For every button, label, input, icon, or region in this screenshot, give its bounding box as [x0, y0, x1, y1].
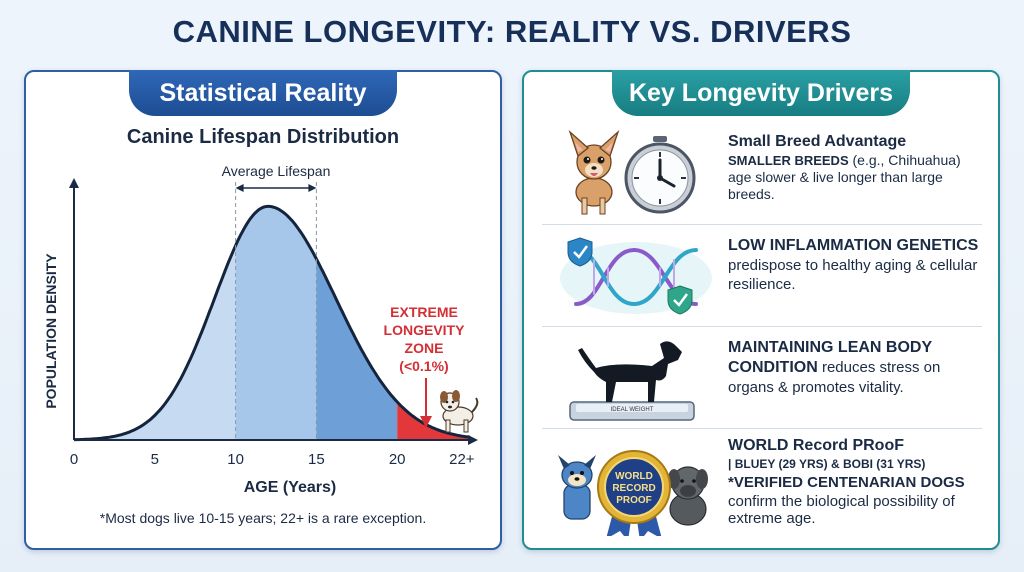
badge-line2: RECORD	[612, 483, 655, 494]
extreme-zone-label-line4: (<0.1%)	[399, 358, 448, 374]
average-arrow-head-left	[235, 184, 244, 192]
driver-art-genetics	[560, 237, 712, 315]
extreme-zone-label-line1: EXTREME	[390, 304, 458, 320]
x-tick-label: 5	[151, 451, 159, 468]
x-tick-label: 0	[70, 451, 78, 468]
driver-body: CONDITION reduces stress on organs & pro…	[728, 358, 990, 397]
area-below-average	[74, 245, 236, 440]
x-axis-label: AGE (Years)	[244, 479, 336, 496]
driver-world-record: WORLD RECORD PROOF WORLD Record PRooF | …	[542, 432, 982, 536]
chart-title: Canine Lifespan Distribution	[126, 126, 400, 148]
driver-art-world-record: WORLD RECORD PROOF	[558, 450, 708, 536]
driver-heading: MAINTAINING LEAN BODY	[728, 339, 933, 356]
chart-footnote: *Most dogs live 10-15 years; 22+ is a ra…	[99, 510, 427, 526]
x-tick-label: 20	[389, 451, 406, 468]
clock-icon	[624, 136, 696, 214]
driver-small-breed: Small Breed Advantage SMALLER BREEDS (e.…	[542, 124, 982, 220]
panel-header-key-longevity-drivers: Key Longevity Drivers	[612, 70, 910, 116]
driver-heading-line2: CONDITION	[728, 359, 818, 376]
extreme-zone-label-line2: LONGEVITY	[384, 322, 466, 338]
driver-body: SMALLER BREEDS (e.g., Chihuahua) age slo…	[728, 152, 990, 203]
driver-body-text: confirm the biological possibility of ex…	[728, 493, 955, 527]
area-extreme-longevity	[397, 401, 472, 440]
average-lifespan-label: Average Lifespan	[222, 163, 331, 179]
driver-bold-lead: SMALLER BREEDS	[728, 153, 849, 168]
medal-icon: WORLD RECORD PROOF	[597, 450, 671, 536]
driver-separator	[542, 326, 982, 327]
driver-bold-line: *VERIFIED CENTENARIAN DOGS	[728, 474, 965, 491]
driver-text-genetics: LOW INFLAMMATION GENETICS predispose to …	[728, 236, 990, 294]
chihuahua-icon	[568, 130, 620, 215]
driver-body-text: age slower & live longer than large bree…	[728, 169, 943, 202]
cartoon-dog-icon	[558, 455, 596, 520]
lifespan-distribution-chart: Average Lifespan 0 5 10 15 20 22+ POPULATION …	[43, 163, 479, 496]
driver-heading: WORLD Record PRooF	[728, 437, 904, 454]
x-tick-label: 10	[227, 451, 244, 468]
driver-lean-body: IDEAL WEIGHT MAINTAINING LEAN BODY CONDI…	[542, 330, 982, 426]
extreme-zone-label-line3: ZONE	[405, 340, 444, 356]
badge-line3: PROOF	[616, 495, 652, 506]
driver-lead-suffix: (e.g., Chihuahua)	[848, 152, 961, 168]
y-axis-label: POPULATION DENSITY	[43, 253, 59, 409]
distribution-curve	[73, 204, 471, 442]
scale-icon: IDEAL WEIGHT	[569, 401, 695, 421]
driver-art-lean-body: IDEAL WEIGHT	[569, 341, 695, 421]
scale-label: IDEAL WEIGHT	[611, 407, 654, 413]
y-axis-arrow	[69, 178, 79, 188]
driver-separator	[542, 428, 982, 429]
driver-text-lean-body: MAINTAINING LEAN BODY CONDITION reduces …	[728, 338, 990, 397]
driver-heading: Small Breed Advantage	[728, 133, 907, 150]
key-longevity-drivers-panel: Key Longevity Drivers	[522, 70, 1000, 550]
mastiff-icon	[668, 466, 708, 526]
main-title: CANINE LONGEVITY: REALITY VS. DRIVERS	[172, 14, 852, 49]
driver-separator	[542, 224, 982, 225]
badge-line1: WORLD	[615, 471, 653, 482]
driver-low-inflammation: LOW INFLAMMATION GENETICS predispose to …	[542, 228, 982, 324]
driver-text-world-record: WORLD Record PRooF | BLUEY (29 YRS) & BO…	[728, 436, 990, 527]
terrier-dog-icon	[440, 390, 479, 433]
x-axis-arrow	[468, 435, 478, 445]
driver-body-text: reduces stress on organs & promotes vita…	[728, 359, 941, 396]
area-average-lifespan	[235, 206, 317, 440]
driver-body-text: predispose to healthy aging & cellular r…	[728, 257, 978, 293]
area-above-average	[316, 259, 398, 440]
panel-header-statistical-reality: Statistical Reality	[129, 70, 397, 116]
average-arrow-head-right	[308, 184, 317, 192]
x-tick-label: 22+	[449, 451, 475, 468]
shield-check-icon-2	[667, 285, 693, 315]
driver-record-line: | BLUEY (29 YRS) & BOBI (31 YRS)	[728, 457, 926, 471]
shield-check-icon	[567, 237, 593, 267]
driver-text-small-breed: Small Breed Advantage SMALLER BREEDS (e.…	[728, 132, 990, 203]
extreme-zone-arrow-head	[420, 416, 432, 428]
statistical-reality-panel: Statistical Reality Canine Lifespan Dist…	[24, 70, 502, 550]
driver-art-small-breed	[568, 130, 696, 215]
dog-silhouette-icon	[578, 341, 682, 402]
x-tick-label: 15	[308, 451, 325, 468]
driver-heading: LOW INFLAMMATION GENETICS	[728, 237, 979, 254]
